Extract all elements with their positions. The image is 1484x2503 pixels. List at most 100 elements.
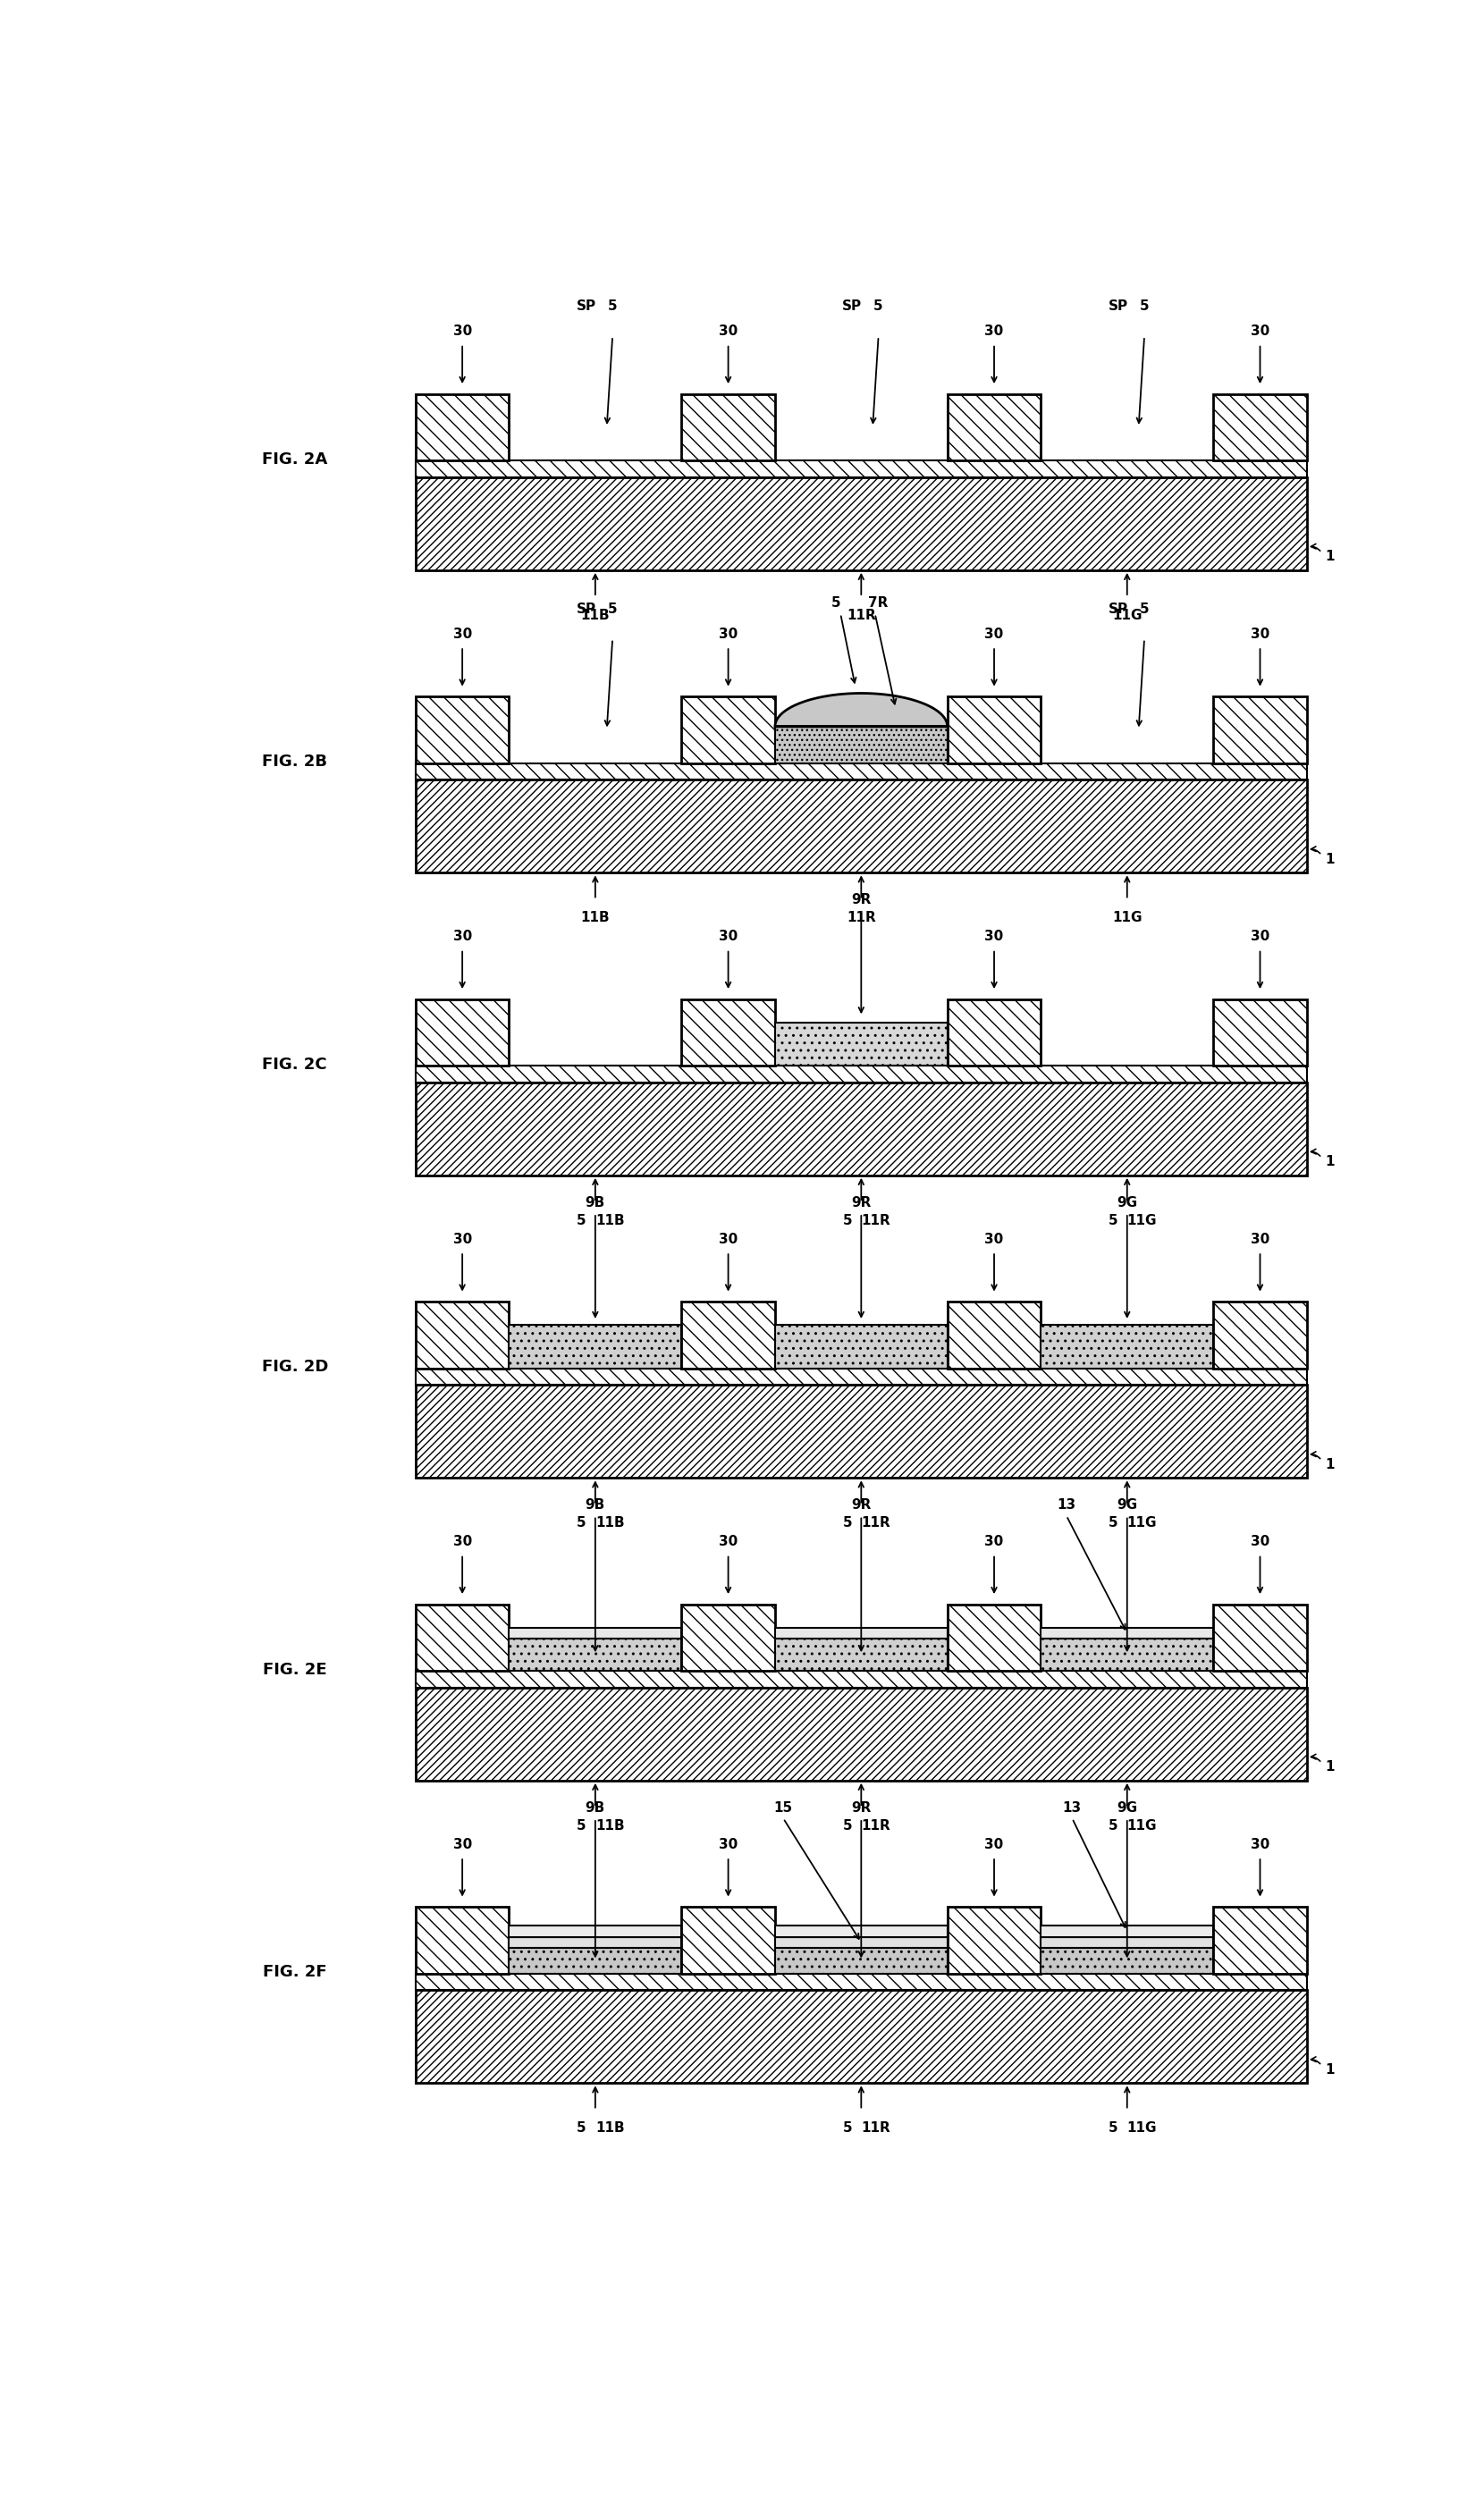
Bar: [1214, 999, 1307, 1066]
Bar: [509, 1324, 681, 1369]
Text: 5: 5: [608, 603, 617, 616]
Bar: [416, 1369, 1307, 1384]
Text: SP: SP: [841, 300, 862, 313]
Text: 30: 30: [1251, 1837, 1269, 1852]
Text: 30: 30: [985, 929, 1003, 944]
Text: 11G: 11G: [1126, 2123, 1158, 2135]
Text: 30: 30: [985, 1231, 1003, 1246]
Bar: [1040, 1947, 1214, 1972]
Text: 13: 13: [1057, 1499, 1076, 1512]
Bar: [509, 1925, 681, 1937]
Bar: [681, 1907, 775, 1972]
Text: SP: SP: [576, 603, 597, 616]
Bar: [1040, 1324, 1214, 1369]
Text: 30: 30: [985, 628, 1003, 641]
Text: 30: 30: [718, 1534, 738, 1549]
Bar: [1214, 393, 1307, 461]
Text: 5: 5: [1109, 1214, 1117, 1226]
Text: 5: 5: [1109, 2123, 1117, 2135]
Text: 11G: 11G: [1112, 911, 1143, 924]
Text: FIG. 2E: FIG. 2E: [263, 1662, 326, 1677]
Text: 13: 13: [1063, 1802, 1082, 1815]
Text: 9G: 9G: [1117, 1499, 1137, 1512]
Bar: [775, 1021, 947, 1066]
Text: 9B: 9B: [585, 1499, 605, 1512]
Text: 5: 5: [831, 596, 840, 611]
Bar: [1214, 1907, 1307, 1972]
Text: 30: 30: [453, 1534, 472, 1549]
Bar: [416, 393, 509, 461]
Bar: [416, 1687, 1307, 1780]
Bar: [775, 726, 947, 763]
Text: FIG. 2C: FIG. 2C: [263, 1056, 328, 1074]
Text: 11B: 11B: [595, 1517, 625, 1529]
Text: FIG. 2F: FIG. 2F: [263, 1965, 326, 1980]
Text: 30: 30: [718, 1837, 738, 1852]
Text: 5: 5: [1109, 1517, 1117, 1529]
Text: SP: SP: [1109, 300, 1128, 313]
Bar: [416, 1972, 1307, 1990]
Text: 5: 5: [1140, 603, 1149, 616]
Text: 5: 5: [577, 2123, 586, 2135]
Bar: [681, 696, 775, 763]
Text: 11R: 11R: [846, 911, 876, 924]
Bar: [416, 1302, 509, 1369]
Bar: [416, 763, 1307, 778]
Text: 5: 5: [577, 1214, 586, 1226]
Bar: [416, 1672, 1307, 1687]
Bar: [947, 1302, 1040, 1369]
Bar: [1040, 1639, 1214, 1672]
Bar: [416, 999, 509, 1066]
Bar: [416, 478, 1307, 571]
Bar: [947, 1604, 1040, 1672]
Bar: [775, 1937, 947, 1947]
Text: 5: 5: [843, 1517, 852, 1529]
Text: 11B: 11B: [580, 911, 610, 924]
Text: 1: 1: [1325, 2062, 1334, 2075]
Bar: [509, 1639, 681, 1672]
Text: 15: 15: [773, 1802, 792, 1815]
Text: 5: 5: [577, 1517, 586, 1529]
Bar: [681, 1302, 775, 1369]
Bar: [681, 999, 775, 1066]
Text: 7R: 7R: [868, 596, 889, 611]
Bar: [509, 1627, 681, 1639]
Bar: [1214, 696, 1307, 763]
Text: 11G: 11G: [1112, 608, 1143, 623]
Bar: [1040, 1937, 1214, 1947]
Bar: [1040, 1627, 1214, 1639]
Bar: [509, 1937, 681, 1947]
Text: 5: 5: [1109, 1820, 1117, 1832]
Bar: [775, 1627, 947, 1639]
Text: 5: 5: [1140, 300, 1149, 313]
Text: 11G: 11G: [1126, 1517, 1158, 1529]
Bar: [681, 393, 775, 461]
Bar: [416, 1081, 1307, 1176]
Text: 30: 30: [985, 1534, 1003, 1549]
Bar: [416, 696, 509, 763]
Bar: [947, 999, 1040, 1066]
Text: 30: 30: [1251, 628, 1269, 641]
Bar: [416, 1990, 1307, 2082]
Text: 1: 1: [1325, 854, 1334, 866]
Bar: [681, 1604, 775, 1672]
Text: FIG. 2B: FIG. 2B: [263, 753, 328, 771]
Text: 30: 30: [453, 1837, 472, 1852]
Text: 1: 1: [1325, 1154, 1334, 1169]
Text: 30: 30: [718, 1231, 738, 1246]
Text: SP: SP: [576, 300, 597, 313]
Bar: [775, 1947, 947, 1972]
Text: 11R: 11R: [861, 1214, 890, 1226]
Text: 5: 5: [843, 2123, 852, 2135]
Bar: [775, 1324, 947, 1369]
Text: 5: 5: [608, 300, 617, 313]
Text: 9G: 9G: [1117, 1802, 1137, 1815]
Text: FIG. 2D: FIG. 2D: [261, 1359, 328, 1374]
Bar: [509, 1947, 681, 1972]
Text: 30: 30: [1251, 929, 1269, 944]
Bar: [416, 1066, 1307, 1081]
Bar: [416, 1384, 1307, 1477]
Bar: [1214, 1302, 1307, 1369]
Text: 9B: 9B: [585, 1196, 605, 1209]
Text: 11B: 11B: [595, 1214, 625, 1226]
